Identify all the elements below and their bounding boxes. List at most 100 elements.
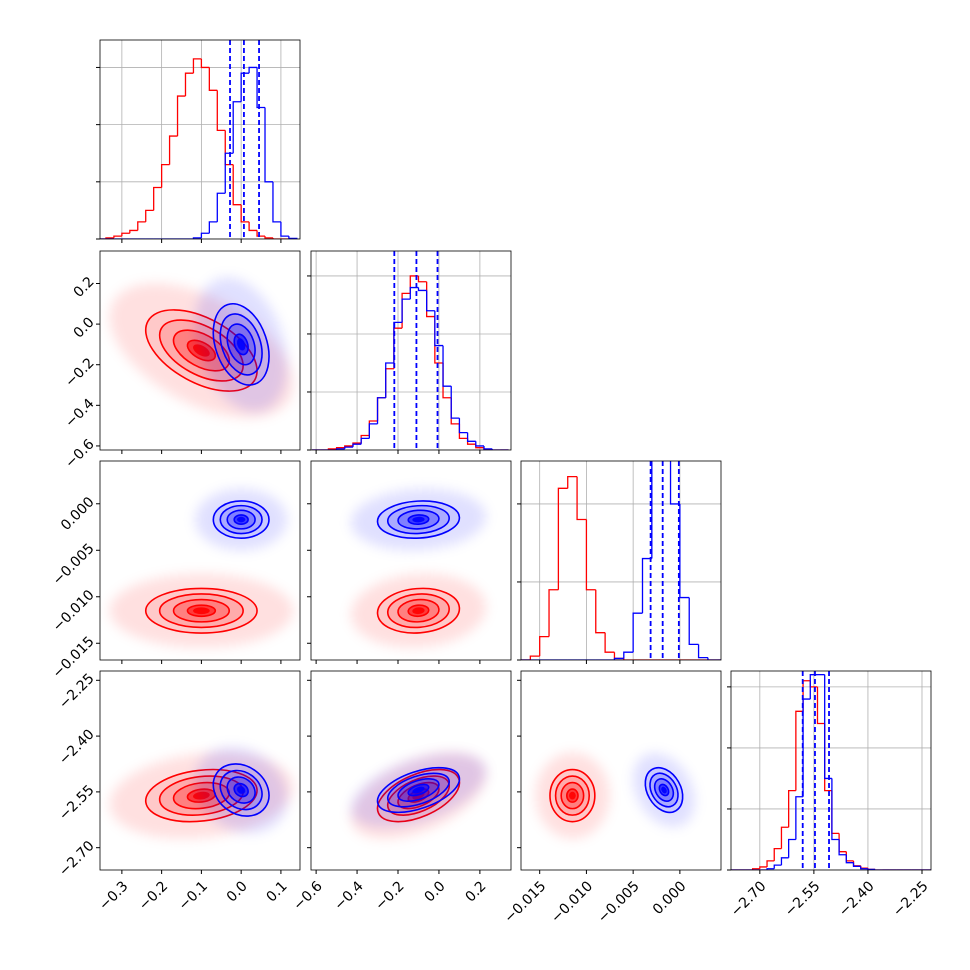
histogram-step xyxy=(867,868,876,870)
contour-line xyxy=(565,788,579,803)
contour-line xyxy=(644,766,684,814)
histogram-step xyxy=(344,446,353,449)
y-tick-label: −2.55 xyxy=(56,782,98,824)
histogram-step xyxy=(852,860,861,867)
histogram-step xyxy=(272,181,281,223)
histogram-step xyxy=(669,461,680,505)
histogram-step xyxy=(773,864,782,869)
histogram-step xyxy=(860,866,868,870)
x-tick-label: 0.2 xyxy=(462,878,489,905)
x-tick-label: −2.55 xyxy=(782,878,824,920)
histogram-step xyxy=(595,589,606,634)
x-tick-label: −0.6 xyxy=(290,878,325,913)
contour-line xyxy=(549,768,596,823)
plot-area xyxy=(100,40,300,239)
density-core xyxy=(236,338,246,351)
histogram-step xyxy=(491,448,501,450)
histogram-step xyxy=(707,657,718,660)
histogram-step xyxy=(272,237,281,239)
histogram-step xyxy=(240,72,250,102)
histogram-step xyxy=(121,232,130,237)
histogram-step xyxy=(795,710,804,791)
panel xyxy=(517,460,722,664)
y-tick-label: −0.4 xyxy=(62,396,97,431)
histogram-step xyxy=(641,557,652,614)
contour-line xyxy=(407,783,430,797)
histogram-step xyxy=(613,657,624,660)
x-tick-label: −0.005 xyxy=(595,878,643,926)
histogram-step xyxy=(780,857,789,866)
histogram-step xyxy=(838,833,847,853)
plot-area xyxy=(521,461,721,660)
histogram-step xyxy=(458,418,468,434)
histogram-step xyxy=(248,221,258,232)
y-tick-label: 0.2 xyxy=(71,274,98,301)
y-tick-label: −0.015 xyxy=(50,634,98,682)
density-core xyxy=(236,516,246,523)
histogram-step xyxy=(376,397,386,421)
contour-line xyxy=(397,509,440,530)
histogram-step xyxy=(788,838,796,858)
histogram-step xyxy=(845,851,854,862)
histogram-step xyxy=(567,475,578,489)
histogram-step xyxy=(401,298,411,323)
histogram-step xyxy=(129,229,138,234)
contour-line xyxy=(397,598,440,623)
contour-line xyxy=(386,772,450,808)
histogram-step xyxy=(623,651,634,659)
histogram-step xyxy=(773,847,782,861)
plot-area xyxy=(109,747,294,839)
x-tick-label: −0.4 xyxy=(331,878,366,913)
histogram-step xyxy=(385,368,394,398)
histogram-step xyxy=(766,860,775,867)
histogram-step xyxy=(360,434,370,444)
contour-line xyxy=(212,500,270,539)
histogram-step xyxy=(816,686,825,725)
x-tick-label: 0.0 xyxy=(422,878,449,905)
histogram-step xyxy=(852,862,861,867)
histogram-step xyxy=(831,778,840,841)
histogram-step xyxy=(466,432,476,442)
histogram-step xyxy=(168,135,178,165)
histogram-step xyxy=(442,345,452,387)
density-core xyxy=(236,786,246,794)
contour-line xyxy=(172,598,231,623)
contour-line xyxy=(219,769,263,811)
plot-area xyxy=(109,488,294,648)
contour-line xyxy=(233,782,249,798)
density-core xyxy=(412,786,425,794)
y-tick-label: 0.000 xyxy=(58,494,98,534)
histogram-step xyxy=(376,397,386,424)
contour-line xyxy=(649,772,679,808)
histogram-step xyxy=(368,423,378,439)
contour-line xyxy=(219,313,263,376)
panel-frame xyxy=(520,460,722,661)
histogram-step xyxy=(483,445,493,450)
histogram-step xyxy=(766,868,775,870)
histogram-step xyxy=(450,397,460,425)
panel-frame xyxy=(310,460,512,661)
y-tick-label: −0.6 xyxy=(62,436,97,471)
histogram-step xyxy=(208,67,218,91)
histogram-step xyxy=(697,644,708,659)
histogram-step xyxy=(576,476,587,521)
histogram-step xyxy=(368,420,378,436)
histogram-step xyxy=(613,652,624,660)
panel: −0.6 −0.4 −0.2 0.0 0.2 xyxy=(62,250,301,472)
x-tick-label: −2.70 xyxy=(728,878,770,920)
density-core xyxy=(569,791,576,800)
histogram-step xyxy=(539,635,550,657)
panel-frame xyxy=(99,39,301,240)
histogram-step xyxy=(256,67,266,109)
histogram-step xyxy=(160,164,170,188)
contour-line xyxy=(376,766,461,814)
histogram-step xyxy=(145,209,154,222)
histogram-step xyxy=(288,236,298,239)
histogram-step xyxy=(417,287,427,292)
plot-area xyxy=(350,752,487,839)
contour-line xyxy=(407,604,430,618)
x-tick-label: −0.2 xyxy=(136,878,171,913)
contour-line xyxy=(158,593,244,629)
histogram-step xyxy=(557,487,568,590)
